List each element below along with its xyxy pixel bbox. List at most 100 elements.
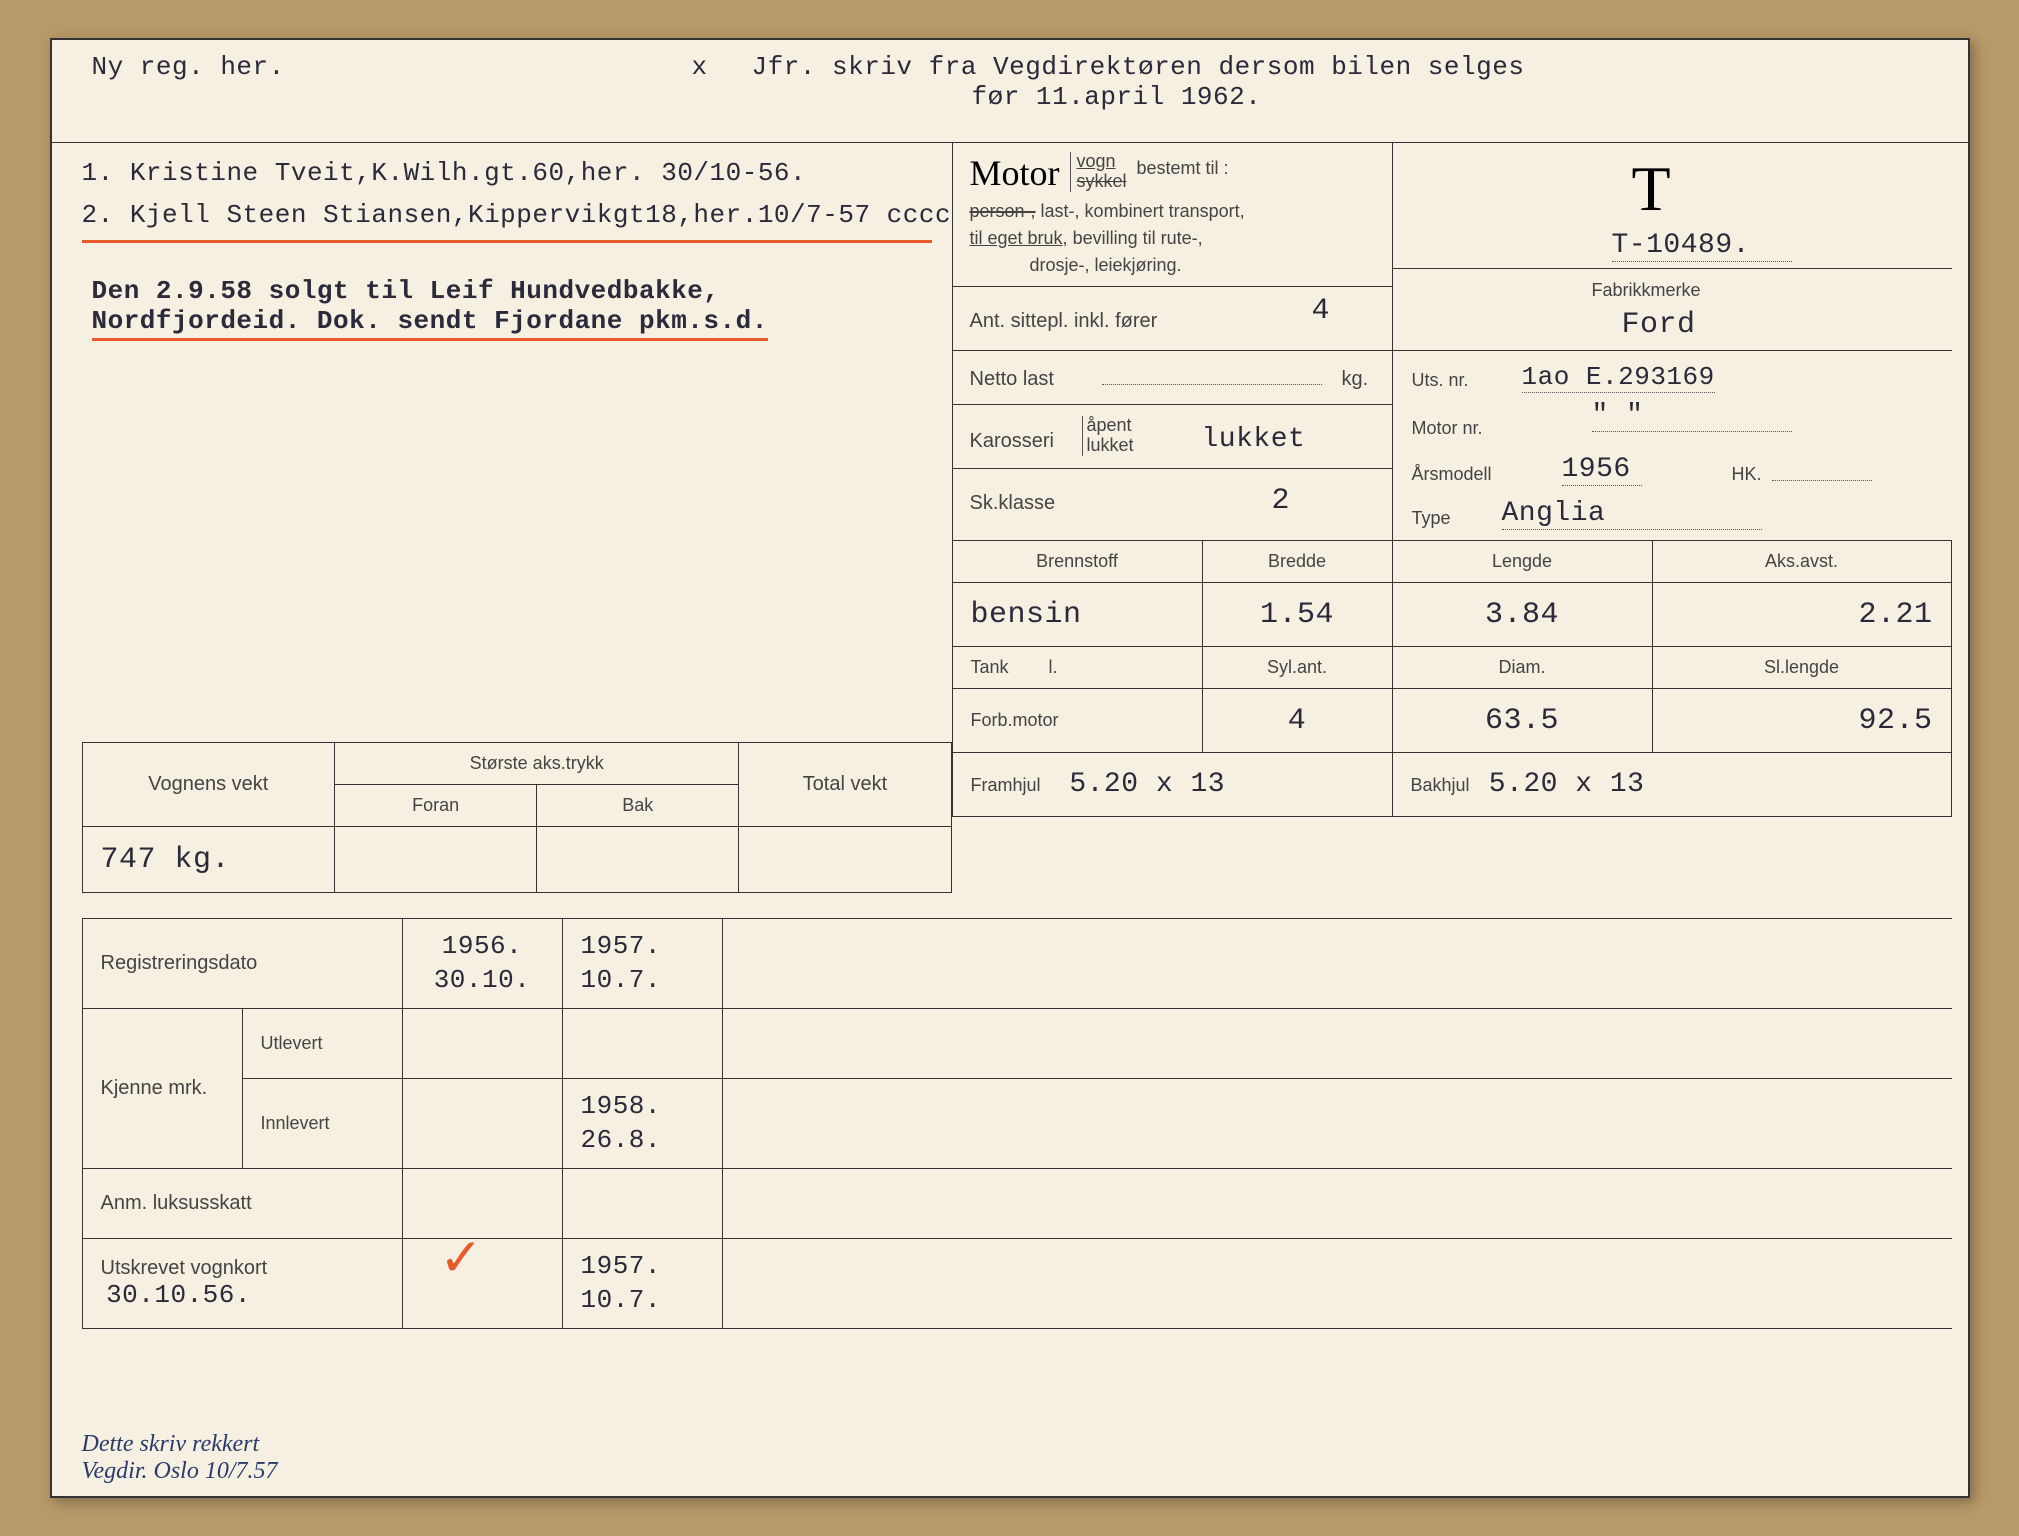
top-right-line1: Jfr. skriv fra Vegdirektøren dersom bile… bbox=[752, 52, 1525, 82]
handwriting-line1: Dette skriv rekkert bbox=[82, 1431, 278, 1457]
utskrevet-c2: 1957.10.7. bbox=[562, 1239, 722, 1329]
owner-2-num: 2. bbox=[82, 200, 114, 230]
lengde-h: Lengde bbox=[1392, 541, 1652, 583]
hk-label: HK. bbox=[1732, 464, 1762, 485]
total-h: Total vekt bbox=[739, 743, 951, 827]
owner-row-1: 1. Kristine Tveit,K.Wilh.gt.60,her. 30/1… bbox=[82, 158, 807, 188]
motor-heading: Motor bbox=[970, 152, 1060, 194]
anm-label: Anm. luksusskatt bbox=[82, 1169, 402, 1239]
bredde-h: Bredde bbox=[1202, 541, 1392, 583]
motornr-label: Motor nr. bbox=[1412, 418, 1483, 439]
motor-line-person: person-, last-, kombinert transport, bbox=[970, 198, 1380, 225]
vognens-h: Vognens vekt bbox=[82, 743, 335, 827]
arsmodell-label: Årsmodell bbox=[1412, 464, 1492, 485]
top-right-note: Jfr. skriv fra Vegdirektøren dersom bile… bbox=[752, 52, 1525, 112]
framhjul-h: Framhjul bbox=[971, 775, 1041, 795]
motor-div-2 bbox=[952, 350, 1392, 351]
weight-table: Vognens vekt Største aks.trykk Total vek… bbox=[82, 742, 952, 893]
syl-val: 4 bbox=[1202, 689, 1392, 753]
sllengde-h: Sl.lengde bbox=[1652, 647, 1951, 689]
bakhjul-h: Bakhjul bbox=[1411, 775, 1470, 795]
utskrevet-c1-cell: ✓ bbox=[402, 1239, 562, 1329]
red-check-icon: ✓ bbox=[443, 1221, 479, 1295]
diam-val: 63.5 bbox=[1392, 689, 1652, 753]
regdato-c2: 1957.10.7. bbox=[562, 919, 722, 1009]
innlevert-label: Innlevert bbox=[242, 1079, 402, 1169]
top-x-mark: x bbox=[692, 52, 708, 82]
motornr-val: " " bbox=[1592, 400, 1792, 432]
uts-val: 1ao E.293169 bbox=[1522, 362, 1715, 393]
motor-div-4 bbox=[952, 468, 1392, 469]
aksavst-val: 2.21 bbox=[1652, 583, 1951, 647]
skklasse-val: 2 bbox=[1272, 484, 1291, 518]
top-left-note: Ny reg. her. bbox=[92, 52, 285, 82]
motor-block: Motor vogn sykkel bestemt til : person-,… bbox=[970, 152, 1380, 279]
owner-1-text: Kristine Tveit,K.Wilh.gt.60,her. 30/10-5… bbox=[130, 158, 806, 188]
arsmodell-val: 1956 bbox=[1562, 454, 1642, 486]
motor-div-1 bbox=[952, 286, 1392, 287]
motor-line-eget: til eget bruk, bevilling til rute-, bbox=[970, 225, 1380, 252]
bakhjul-cell: Bakhjul 5.20 x 13 bbox=[1392, 753, 1951, 817]
sllengde-val: 92.5 bbox=[1652, 689, 1951, 753]
motor-div-3 bbox=[952, 404, 1392, 405]
uts-label: Uts. nr. bbox=[1412, 370, 1469, 391]
syl-h: Syl.ant. bbox=[1202, 647, 1392, 689]
dimensions-table: Brennstoff Bredde Lengde Aks.avst. bensi… bbox=[952, 540, 1952, 817]
netto-field bbox=[1102, 384, 1322, 385]
type-label: Type bbox=[1412, 508, 1451, 529]
hk-field bbox=[1772, 480, 1872, 481]
aksavst-h: Aks.avst. bbox=[1652, 541, 1951, 583]
utlevert-label: Utlevert bbox=[242, 1009, 402, 1079]
reg-div-1 bbox=[1392, 268, 1952, 269]
foran-h: Foran bbox=[335, 785, 537, 827]
bottom-table: Registreringsdato 1956.30.10. 1957.10.7.… bbox=[82, 918, 1952, 1329]
motor-opt-vogn: vogn bbox=[1077, 151, 1116, 171]
motor-line-drosje: drosje-, leiekjøring. bbox=[1030, 252, 1380, 279]
owner-row-2: 2. Kjell Steen Stiansen,Kippervikgt18,he… bbox=[82, 200, 952, 230]
netto-unit: kg. bbox=[1342, 368, 1369, 391]
bredde-val: 1.54 bbox=[1202, 583, 1392, 647]
diam-h: Diam. bbox=[1392, 647, 1652, 689]
kar-apent: åpent bbox=[1087, 415, 1132, 435]
sittepl-label: Ant. sittepl. inkl. fører bbox=[970, 310, 1158, 333]
storste-h: Største aks.trykk bbox=[335, 743, 739, 785]
divider-top bbox=[52, 142, 1968, 143]
sold-line1: Den 2.9.58 solgt til Leif Hundvedbakke, bbox=[92, 276, 768, 306]
motor-opt-sykkel: sykkel bbox=[1077, 171, 1127, 191]
skklasse-label: Sk.klasse bbox=[970, 492, 1056, 515]
sittepl-val: 4 bbox=[1312, 294, 1331, 328]
red-divider-owner bbox=[82, 240, 932, 243]
owner-2-text: Kjell Steen Stiansen,Kippervikgt18,her.1… bbox=[130, 200, 951, 230]
v-div-2 bbox=[1392, 142, 1393, 540]
handwriting-line2: Vegdir. Oslo 10/7.57 bbox=[82, 1458, 278, 1484]
brennstoff-h: Brennstoff bbox=[952, 541, 1202, 583]
handwritten-note: Dette skriv rekkert Vegdir. Oslo 10/7.57 bbox=[82, 1431, 278, 1484]
fabrikk-val: Ford bbox=[1622, 308, 1696, 342]
karosseri-val: lukket bbox=[1202, 424, 1306, 455]
big-t: T bbox=[1632, 152, 1671, 226]
reg-number: T-10489. bbox=[1612, 230, 1792, 262]
type-val: Anglia bbox=[1502, 498, 1762, 530]
framhjul-cell: Framhjul 5.20 x 13 bbox=[952, 753, 1392, 817]
motor-bestemt: bestemt til : bbox=[1137, 158, 1229, 179]
karosseri-label: Karosseri bbox=[970, 430, 1054, 453]
netto-label: Netto last bbox=[970, 368, 1054, 391]
fabrikk-label: Fabrikkmerke bbox=[1592, 280, 1701, 301]
bakhjul-val: 5.20 x 13 bbox=[1489, 769, 1645, 800]
reg-div-2 bbox=[1392, 350, 1952, 351]
kar-lukket: lukket bbox=[1087, 435, 1134, 455]
vognens-val: 747 kg. bbox=[82, 827, 335, 893]
regdato-label: Registreringsdato bbox=[82, 919, 402, 1009]
brennstoff-val: bensin bbox=[952, 583, 1202, 647]
regdato-c1: 1956.30.10. bbox=[402, 919, 562, 1009]
tank-h: Tank l. bbox=[952, 647, 1202, 689]
owner-1-num: 1. bbox=[82, 158, 114, 188]
forbmotor-h: Forb.motor bbox=[952, 689, 1202, 753]
sold-line2: Nordfjordeid. Dok. sendt Fjordane pkm.s.… bbox=[92, 306, 768, 341]
top-right-line2: før 11.april 1962. bbox=[972, 82, 1262, 112]
sold-note: Den 2.9.58 solgt til Leif Hundvedbakke, … bbox=[92, 276, 768, 341]
lengde-val: 3.84 bbox=[1392, 583, 1652, 647]
innlevert-c2: 1958.26.8. bbox=[562, 1079, 722, 1169]
kjennemrk-label: Kjenne mrk. bbox=[82, 1009, 242, 1169]
bak-h: Bak bbox=[537, 785, 739, 827]
